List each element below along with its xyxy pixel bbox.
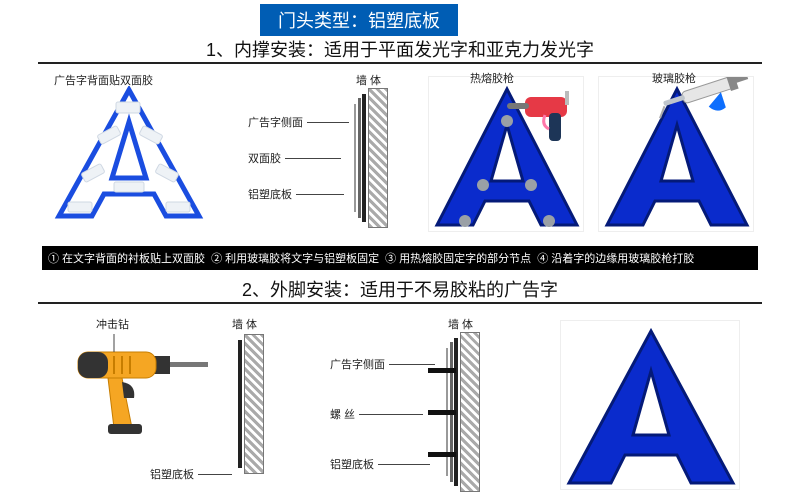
letter-a-fill-3 <box>561 321 741 491</box>
text: 广告字侧面 <box>330 356 385 372</box>
letter-a-fill-2 <box>599 77 755 233</box>
label-silicone: 玻璃胶枪 <box>652 70 696 86</box>
label-wall-3: 墙 体 <box>448 316 473 332</box>
label-wall-1: 墙 体 <box>356 72 381 88</box>
step-3: ③ 用热熔胶固定字的部分节点 <box>385 250 531 266</box>
panel-sideview-2: 墙 体 广告字侧面 螺 丝 铝塑底板 <box>320 316 510 496</box>
text: 铝塑底板 <box>330 456 374 472</box>
panel-silicone <box>598 76 754 232</box>
label-hot-glue: 热熔胶枪 <box>470 70 514 86</box>
steps-bar: ① 在文字背面的衬板贴上双面胶 ② 利用玻璃胶将文字与铝塑板固定 ③ 用热熔胶固… <box>42 246 758 270</box>
panel-tape-back: 广告字背面贴双面胶 <box>54 72 224 222</box>
section2-heading: 2、外脚安装：适用于不易胶粘的广告字 <box>0 276 800 302</box>
panel-hot-glue <box>428 76 584 232</box>
letter-a-fill-1 <box>429 77 585 233</box>
callout-screw: 螺 丝 <box>330 406 423 422</box>
callout-side-2: 广告字侧面 <box>330 356 435 372</box>
callout-tape: 双面胶 <box>248 150 341 166</box>
section1-heading: 1、内撑安装：适用于平面发光字和亚克力发光字 <box>0 36 800 62</box>
letter-a-outline <box>54 86 204 221</box>
text: 铝塑底板 <box>248 186 292 202</box>
callout-board: 铝塑底板 <box>248 186 344 202</box>
callout-board-2: 铝塑底板 <box>150 466 232 482</box>
divider <box>38 62 762 64</box>
step-4: ④ 沿着字的边缘用玻璃胶枪打胶 <box>537 250 694 266</box>
step-2: ② 利用玻璃胶将文字与铝塑板固定 <box>211 250 379 266</box>
panel-letter-final <box>560 320 740 490</box>
impact-drill-icon <box>60 332 210 452</box>
callout-side: 广告字侧面 <box>248 114 349 130</box>
label-wall-2: 墙 体 <box>232 316 257 332</box>
step-1: ① 在文字背面的衬板贴上双面胶 <box>48 250 205 266</box>
title-banner: 门头类型：铝塑底板 <box>260 4 458 36</box>
text: 双面胶 <box>248 150 281 166</box>
callout-board-3: 铝塑底板 <box>330 456 430 472</box>
panel-drill: 冲击钻 墙 体 铝塑底板 <box>60 316 290 486</box>
text: 螺 丝 <box>330 406 355 422</box>
text: 铝塑底板 <box>150 466 194 482</box>
divider-2 <box>38 302 762 304</box>
label-drill: 冲击钻 <box>96 316 129 332</box>
panel-sideview-1: 墙 体 广告字侧面 双面胶 铝塑底板 <box>238 72 408 232</box>
text: 广告字侧面 <box>248 114 303 130</box>
